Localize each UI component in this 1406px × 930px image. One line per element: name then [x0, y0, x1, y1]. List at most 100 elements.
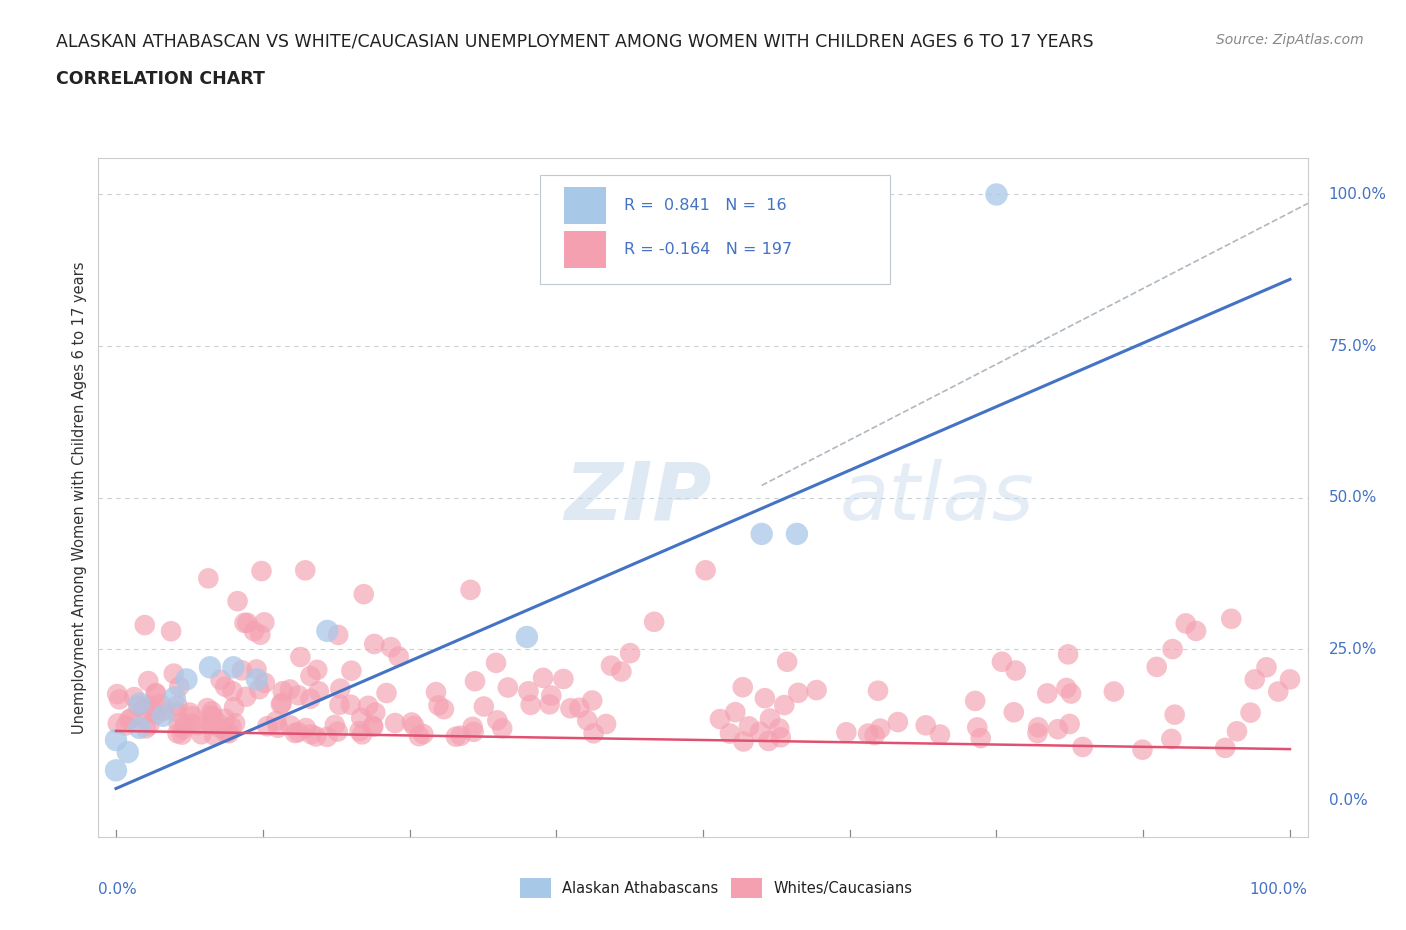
- Text: 25.0%: 25.0%: [1329, 642, 1376, 657]
- Point: [236, 616, 259, 631]
- Point: [1026, 720, 1049, 735]
- Text: 0.0%: 0.0%: [98, 883, 138, 897]
- Point: [245, 662, 267, 677]
- Point: [221, 720, 243, 735]
- Point: [965, 694, 987, 709]
- Point: [991, 655, 1014, 670]
- Point: [340, 663, 363, 678]
- Point: [339, 698, 361, 712]
- Point: [181, 709, 204, 724]
- Point: [326, 724, 349, 739]
- FancyBboxPatch shape: [564, 187, 606, 224]
- Point: [1004, 663, 1026, 678]
- Point: [538, 697, 561, 711]
- Point: [214, 711, 236, 726]
- Point: [214, 679, 236, 694]
- Point: [1160, 732, 1182, 747]
- FancyBboxPatch shape: [540, 175, 890, 284]
- Point: [134, 701, 156, 716]
- Point: [105, 763, 128, 777]
- Point: [117, 745, 139, 760]
- Point: [163, 666, 186, 681]
- Point: [1026, 725, 1049, 740]
- Point: [226, 593, 249, 608]
- Point: [195, 700, 218, 715]
- Point: [731, 680, 754, 695]
- Point: [408, 729, 430, 744]
- Point: [472, 699, 495, 714]
- Point: [751, 526, 773, 541]
- Point: [776, 655, 799, 670]
- Point: [105, 733, 128, 748]
- Text: R = -0.164   N = 197: R = -0.164 N = 197: [624, 242, 793, 258]
- Point: [329, 681, 352, 696]
- Point: [733, 734, 755, 749]
- Point: [1243, 672, 1265, 687]
- Point: [176, 672, 198, 687]
- Point: [450, 728, 472, 743]
- Point: [163, 690, 186, 705]
- Point: [600, 658, 623, 673]
- Point: [1054, 681, 1077, 696]
- Point: [835, 724, 858, 739]
- Point: [328, 628, 350, 643]
- Text: Alaskan Athabascans: Alaskan Athabascans: [562, 881, 718, 896]
- Point: [401, 715, 423, 730]
- Point: [350, 727, 373, 742]
- Point: [316, 729, 339, 744]
- Point: [221, 684, 243, 698]
- Point: [1071, 739, 1094, 754]
- Point: [1174, 616, 1197, 631]
- Point: [350, 711, 373, 725]
- Point: [986, 187, 1008, 202]
- Point: [349, 724, 371, 738]
- Point: [198, 660, 221, 675]
- Point: [1046, 722, 1069, 737]
- Text: ALASKAN ATHABASCAN VS WHITE/CAUCASIAN UNEMPLOYMENT AMONG WOMEN WITH CHILDREN AGE: ALASKAN ATHABASCAN VS WHITE/CAUCASIAN UN…: [56, 33, 1094, 50]
- Text: 100.0%: 100.0%: [1329, 187, 1386, 202]
- Text: 50.0%: 50.0%: [1329, 490, 1376, 505]
- Point: [145, 686, 167, 701]
- Point: [869, 721, 891, 736]
- Point: [197, 571, 219, 586]
- Point: [224, 716, 246, 731]
- Point: [1256, 660, 1278, 675]
- Point: [364, 705, 387, 720]
- Point: [250, 564, 273, 578]
- Point: [709, 711, 731, 726]
- Point: [145, 685, 167, 700]
- Point: [485, 656, 508, 671]
- Point: [496, 680, 519, 695]
- Point: [328, 698, 350, 712]
- Point: [107, 716, 129, 731]
- Point: [201, 704, 224, 719]
- Point: [1132, 742, 1154, 757]
- Point: [222, 660, 245, 675]
- Text: atlas: atlas: [839, 458, 1035, 537]
- Point: [179, 705, 201, 720]
- Point: [307, 662, 329, 677]
- Point: [464, 673, 486, 688]
- Point: [929, 727, 952, 742]
- Point: [190, 727, 212, 742]
- Text: Source: ZipAtlas.com: Source: ZipAtlas.com: [1216, 33, 1364, 46]
- Point: [121, 711, 143, 725]
- Point: [145, 707, 167, 722]
- Point: [1059, 716, 1081, 731]
- Point: [166, 726, 188, 741]
- Point: [806, 683, 828, 698]
- Point: [754, 691, 776, 706]
- Point: [353, 587, 375, 602]
- Point: [576, 713, 599, 728]
- Point: [152, 704, 174, 719]
- Point: [463, 724, 485, 739]
- Point: [209, 672, 232, 687]
- Point: [460, 582, 482, 597]
- Point: [152, 709, 174, 724]
- Text: Whites/Caucasians: Whites/Caucasians: [773, 881, 912, 896]
- Y-axis label: Unemployment Among Women with Children Ages 6 to 17 years: Unemployment Among Women with Children A…: [72, 261, 87, 734]
- Point: [247, 682, 270, 697]
- Point: [773, 698, 796, 712]
- Point: [284, 725, 307, 740]
- Point: [786, 526, 808, 541]
